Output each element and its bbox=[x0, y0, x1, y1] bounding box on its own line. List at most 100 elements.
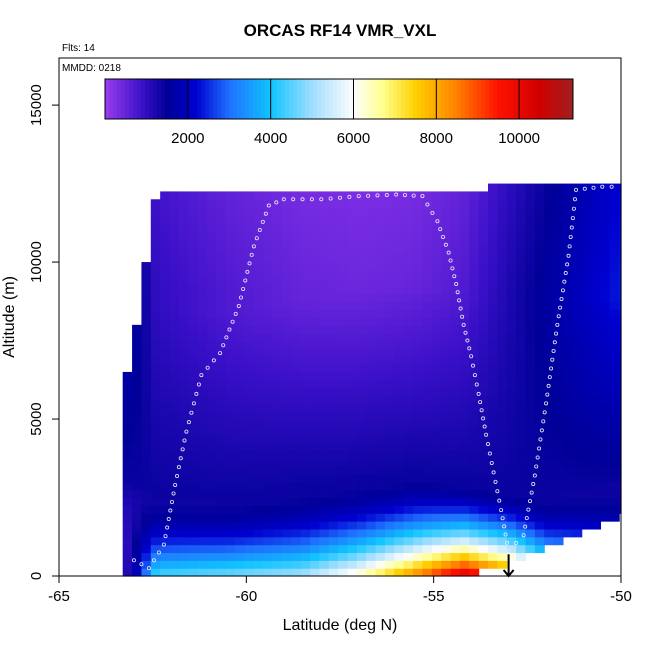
heatmap-cell bbox=[497, 254, 508, 263]
track-point bbox=[441, 234, 446, 239]
heatmap-cell bbox=[206, 364, 217, 373]
heatmap-cell bbox=[122, 387, 133, 397]
heatmap-cell bbox=[197, 434, 208, 444]
heatmap-cell bbox=[553, 419, 564, 428]
heatmap-cell bbox=[534, 419, 545, 428]
heatmap-cell bbox=[291, 301, 302, 310]
heatmap-cell bbox=[169, 309, 180, 318]
heatmap-cell bbox=[300, 356, 311, 365]
heatmap-cell bbox=[544, 395, 555, 404]
colorbar-cell bbox=[153, 79, 158, 119]
heatmap-cell bbox=[534, 254, 545, 263]
heatmap-cell bbox=[197, 246, 208, 255]
heatmap-cell bbox=[272, 222, 283, 232]
heatmap-cell bbox=[581, 222, 592, 232]
heatmap-cell bbox=[160, 222, 171, 232]
heatmap-cell bbox=[441, 293, 452, 302]
heatmap-cell bbox=[225, 207, 236, 216]
heatmap-cell bbox=[469, 199, 480, 208]
heatmap-cell bbox=[600, 356, 611, 365]
heatmap-cell bbox=[506, 191, 517, 200]
heatmap-cell bbox=[310, 230, 320, 240]
heatmap-cell bbox=[178, 528, 189, 538]
heatmap-cell bbox=[422, 371, 433, 381]
heatmap-cell bbox=[366, 285, 377, 295]
heatmap-cell bbox=[178, 481, 189, 491]
heatmap-cell bbox=[160, 505, 171, 514]
heatmap-cell bbox=[197, 403, 208, 412]
track-point bbox=[245, 269, 250, 274]
track-point bbox=[227, 327, 232, 332]
colorbar-cell bbox=[165, 79, 170, 119]
heatmap-cell bbox=[300, 489, 311, 499]
heatmap-cell bbox=[150, 568, 161, 577]
heatmap-cell bbox=[375, 473, 386, 483]
heatmap-cell bbox=[188, 364, 199, 373]
track-point bbox=[438, 227, 443, 232]
track-point bbox=[503, 532, 508, 537]
heatmap-cell bbox=[206, 340, 217, 349]
heatmap-cell bbox=[225, 403, 236, 412]
track-point bbox=[425, 202, 430, 207]
heatmap-cell bbox=[422, 317, 433, 326]
colorbar-cell bbox=[253, 79, 258, 119]
heatmap-cell bbox=[216, 285, 227, 295]
heatmap-cell bbox=[572, 340, 583, 349]
heatmap-cell bbox=[366, 317, 377, 326]
heatmap-cell bbox=[534, 411, 545, 420]
heatmap-cell bbox=[544, 426, 555, 436]
heatmap-cell bbox=[450, 262, 461, 271]
heatmap-cell bbox=[534, 450, 545, 459]
colorbar-cell bbox=[301, 79, 306, 119]
track-point bbox=[384, 192, 389, 197]
heatmap-cell bbox=[150, 371, 161, 381]
heatmap-cell bbox=[300, 473, 311, 483]
colorbar-cell bbox=[297, 79, 302, 119]
heatmap-cell bbox=[141, 332, 152, 342]
track-point bbox=[529, 490, 534, 495]
heatmap-cell bbox=[441, 560, 452, 569]
heatmap-cell bbox=[150, 238, 161, 247]
heatmap-cell bbox=[394, 364, 405, 373]
colorbar-cell bbox=[509, 79, 514, 119]
heatmap-cell bbox=[384, 222, 395, 232]
heatmap-cell bbox=[487, 199, 498, 208]
heatmap-cell bbox=[188, 489, 199, 499]
heatmap-cell bbox=[319, 301, 330, 310]
heatmap-cell bbox=[347, 403, 358, 412]
heatmap-cell bbox=[178, 262, 189, 271]
heatmap-cell bbox=[244, 528, 255, 538]
heatmap-cell bbox=[132, 473, 143, 483]
colorbar-tick-label: 4000 bbox=[254, 130, 287, 147]
heatmap-cell bbox=[544, 458, 555, 467]
heatmap-cell bbox=[534, 403, 545, 412]
heatmap-cell bbox=[291, 536, 302, 546]
heatmap-cell bbox=[431, 269, 442, 279]
heatmap-cell bbox=[160, 458, 171, 467]
heatmap-cell bbox=[478, 348, 489, 357]
heatmap-cell bbox=[319, 403, 330, 412]
heatmap-cell bbox=[206, 419, 217, 428]
colorbar-cell bbox=[261, 79, 266, 119]
heatmap-cell bbox=[619, 442, 622, 452]
heatmap-cell bbox=[506, 207, 517, 216]
heatmap-cell bbox=[478, 379, 489, 389]
heatmap-cell bbox=[619, 214, 622, 224]
heatmap-cell bbox=[487, 481, 498, 491]
heatmap-cell bbox=[291, 293, 302, 302]
heatmap-cell bbox=[544, 387, 555, 397]
track-point bbox=[189, 410, 194, 415]
heatmap-cell bbox=[253, 442, 264, 452]
heatmap-cell bbox=[450, 434, 461, 444]
heatmap-cell bbox=[132, 544, 143, 554]
heatmap-cell bbox=[319, 434, 330, 444]
heatmap-cell bbox=[422, 214, 433, 224]
heatmap-cell bbox=[160, 332, 171, 342]
heatmap-cell bbox=[591, 254, 601, 263]
heatmap-cell bbox=[188, 340, 199, 349]
heatmap-cell bbox=[338, 442, 349, 452]
heatmap-cell bbox=[516, 528, 527, 538]
heatmap-cell bbox=[487, 222, 498, 232]
heatmap-cell bbox=[619, 309, 622, 318]
heatmap-cell bbox=[356, 466, 367, 475]
